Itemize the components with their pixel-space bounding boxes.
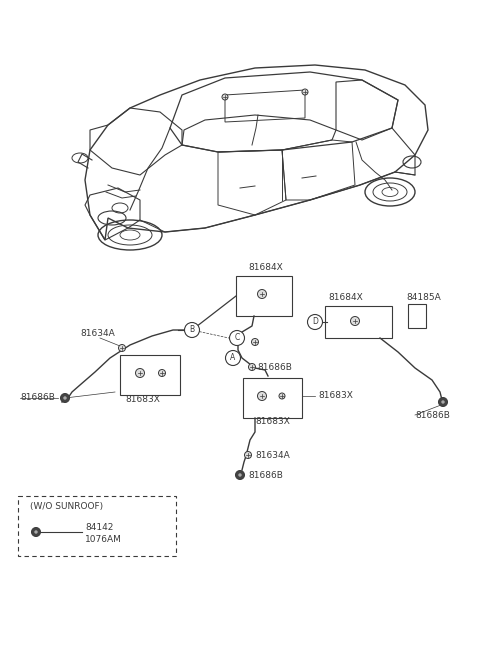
Circle shape	[244, 451, 252, 458]
Text: D: D	[312, 318, 318, 326]
Circle shape	[32, 527, 40, 536]
Text: 84185A: 84185A	[406, 293, 441, 303]
Circle shape	[350, 316, 360, 326]
Text: 81684X: 81684X	[328, 293, 363, 303]
Circle shape	[441, 400, 444, 403]
Circle shape	[60, 394, 70, 403]
Circle shape	[302, 89, 308, 95]
Circle shape	[236, 470, 244, 479]
Circle shape	[226, 350, 240, 365]
Text: (W/O SUNROOF): (W/O SUNROOF)	[30, 502, 103, 510]
Text: C: C	[234, 333, 240, 343]
Circle shape	[439, 398, 447, 407]
Bar	[325, 306, 392, 338]
Bar	[243, 378, 302, 418]
Text: A: A	[230, 354, 236, 362]
Bar	[236, 276, 292, 316]
Text: 81683X: 81683X	[318, 392, 353, 400]
Text: B: B	[190, 326, 194, 335]
Text: 81684X: 81684X	[248, 263, 283, 272]
Circle shape	[257, 290, 266, 299]
Circle shape	[252, 339, 259, 345]
Circle shape	[119, 345, 125, 352]
Circle shape	[222, 94, 228, 100]
Circle shape	[257, 392, 266, 400]
Text: 81686B: 81686B	[415, 411, 450, 419]
Text: 81683X: 81683X	[125, 396, 160, 405]
Circle shape	[249, 364, 255, 371]
Circle shape	[158, 369, 166, 377]
Text: 81686B: 81686B	[257, 362, 292, 371]
Text: 1076AM: 1076AM	[85, 534, 122, 544]
Circle shape	[238, 474, 242, 477]
Text: 81686B: 81686B	[248, 470, 283, 479]
Circle shape	[34, 531, 38, 534]
Circle shape	[229, 331, 244, 345]
Text: 84142: 84142	[85, 523, 113, 531]
Text: 81634A: 81634A	[80, 329, 115, 339]
Circle shape	[279, 393, 285, 399]
Text: 81683X: 81683X	[255, 417, 290, 426]
Circle shape	[184, 322, 200, 337]
Bar	[120, 355, 180, 395]
Text: 81634A: 81634A	[255, 451, 290, 460]
Circle shape	[63, 396, 67, 400]
Circle shape	[135, 369, 144, 377]
Circle shape	[308, 314, 323, 329]
Text: 81686B: 81686B	[20, 394, 55, 403]
